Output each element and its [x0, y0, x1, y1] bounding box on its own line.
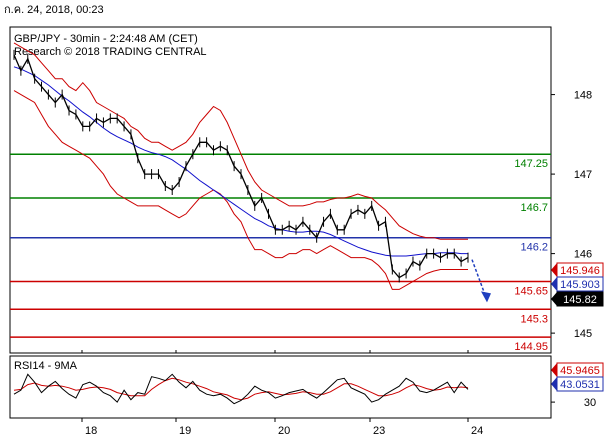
moving-average-line	[13, 66, 468, 257]
level-lines: 147.25 146.7 146.2 145.65 145.3 144.95	[10, 153, 551, 353]
level-label: 146.7	[520, 202, 548, 214]
rsi-tick-label: 30	[584, 397, 596, 409]
rsi-series	[13, 373, 469, 405]
rsi-tag-label: 43.0531	[560, 379, 600, 391]
level-label: 145.3	[520, 313, 548, 325]
forecast-arrow-head	[481, 291, 491, 303]
level-label: 147.25	[514, 158, 548, 170]
bollinger-bands	[13, 42, 468, 290]
bollinger-upper-line	[13, 42, 468, 240]
level-label: 144.95	[514, 341, 548, 353]
rsi-line	[13, 373, 469, 405]
price-tick-label: 147	[574, 169, 592, 181]
moving-average-path	[13, 66, 468, 257]
price-tag-label: 145.946	[560, 265, 600, 277]
rsi-ma-line	[13, 377, 469, 401]
price-series	[13, 49, 469, 283]
price-tag-pointer	[551, 263, 557, 277]
price-tag-pointer	[551, 292, 557, 306]
date-tick-label: 19	[179, 425, 191, 437]
date-tick-label: 20	[278, 425, 290, 437]
level-label: 145.65	[514, 285, 548, 297]
price-line	[13, 54, 469, 279]
instrument-title: GBP/JPY - 30min - 2:24:48 AM (CET)	[14, 33, 198, 45]
rsi-panel	[9, 355, 552, 419]
bollinger-lower-line	[13, 90, 468, 290]
price-panel	[9, 26, 552, 354]
rsi-tag-pointer	[551, 363, 557, 377]
forecast-arrow	[471, 259, 491, 303]
price-tick-label: 148	[574, 90, 592, 102]
price-tick-label: 146	[574, 249, 592, 261]
rsi-title: RSI14 - 9MA	[14, 360, 78, 372]
price-tags: 145.946 145.903 145.82	[551, 262, 604, 307]
price-axis: 148 147 146 145	[551, 90, 592, 340]
copyright-text: Research © 2018 TRADING CENTRAL	[14, 46, 207, 58]
date-tick-label: 24	[471, 425, 483, 437]
date-axis: 18 19 20 23 24	[81, 350, 483, 437]
price-tag-label: 145.903	[560, 279, 600, 291]
price-tag-label: 145.82	[563, 294, 597, 306]
date-tick-label: 23	[373, 425, 385, 437]
price-tag-pointer	[551, 277, 557, 291]
rsi-tag-label: 45.9465	[560, 365, 600, 377]
forecast-arrow-shaft	[471, 259, 487, 298]
timestamp-bar: ก.ค. 24, 2018, 00:23	[0, 0, 614, 20]
rsi-tag-pointer	[551, 377, 557, 391]
level-label: 146.2	[520, 242, 548, 254]
timestamp: ก.ค. 24, 2018, 00:23	[4, 4, 104, 16]
date-tick-label: 18	[85, 425, 97, 437]
price-tick-label: 145	[574, 328, 592, 340]
